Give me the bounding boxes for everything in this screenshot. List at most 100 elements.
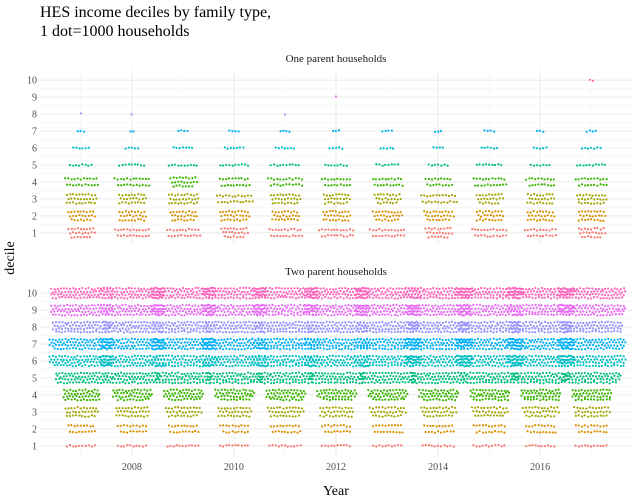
data-dot — [300, 407, 304, 410]
data-dot — [54, 290, 57, 293]
data-dot — [342, 364, 345, 367]
data-dot — [164, 307, 168, 310]
data-dot — [288, 193, 291, 196]
data-dot — [138, 372, 141, 375]
data-dot — [71, 231, 75, 234]
data-dot — [91, 210, 95, 213]
data-dot — [231, 358, 234, 361]
data-dot — [330, 228, 333, 232]
data-dot — [440, 177, 443, 180]
data-dot — [334, 394, 338, 398]
data-dot — [177, 381, 180, 385]
data-dot — [161, 307, 164, 311]
data-dot — [255, 381, 259, 384]
data-dot — [314, 341, 317, 344]
data-dot — [201, 310, 205, 313]
data-dot — [297, 399, 301, 402]
data-dot — [248, 297, 251, 300]
data-dot — [232, 360, 235, 364]
data-dot — [198, 327, 201, 330]
data-dot — [126, 330, 129, 333]
data-dot — [79, 399, 83, 402]
data-dot — [345, 296, 349, 299]
data-dot — [291, 415, 294, 418]
data-dot — [178, 324, 181, 327]
data-dot — [107, 347, 110, 350]
data-dot — [286, 324, 290, 327]
data-dot — [207, 348, 211, 351]
data-dot — [274, 411, 278, 414]
data-dot — [104, 297, 107, 300]
data-dot — [395, 388, 398, 391]
data-dot — [220, 345, 223, 348]
data-dot — [323, 213, 327, 217]
data-dot — [222, 430, 225, 433]
data-dot — [124, 321, 127, 324]
data-dot — [220, 310, 223, 313]
data-dot — [81, 147, 84, 150]
data-dot — [189, 312, 192, 316]
data-dot — [206, 341, 209, 345]
data-dot — [373, 183, 376, 186]
data-dot — [101, 331, 104, 334]
data-dot — [223, 146, 226, 149]
data-dot — [288, 424, 291, 427]
data-dot — [234, 348, 237, 351]
data-dot — [86, 360, 89, 363]
data-dot — [401, 214, 404, 217]
data-dot — [198, 381, 202, 384]
data-dot — [229, 311, 232, 314]
data-dot — [551, 227, 554, 231]
data-dot — [277, 430, 280, 433]
data-dot — [158, 290, 161, 294]
data-dot — [96, 389, 99, 392]
data-dot — [430, 178, 434, 181]
data-dot — [183, 164, 186, 167]
data-dot — [189, 218, 192, 221]
data-dot — [122, 430, 125, 434]
data-dot — [255, 372, 258, 376]
data-dot — [241, 361, 245, 364]
data-dot — [138, 228, 141, 232]
data-dot — [141, 357, 144, 360]
data-dot — [336, 184, 339, 187]
data-dot — [601, 194, 604, 197]
data-dot — [141, 324, 144, 327]
data-dot — [95, 378, 98, 381]
data-dot — [577, 184, 581, 187]
data-dot — [88, 296, 92, 299]
data-dot — [113, 307, 116, 311]
data-dot — [237, 358, 240, 361]
data-dot — [384, 407, 387, 410]
data-dot — [223, 235, 226, 238]
data-dot — [477, 214, 480, 217]
data-dot — [288, 377, 291, 381]
data-dot — [242, 321, 245, 324]
data-dot — [107, 308, 110, 311]
data-dot — [109, 381, 112, 384]
data-dot — [524, 178, 528, 181]
data-dot — [153, 293, 156, 297]
data-dot — [98, 393, 101, 396]
data-dot — [195, 360, 198, 364]
data-dot — [64, 407, 67, 410]
data-dot — [271, 287, 274, 291]
data-dot — [122, 347, 126, 350]
data-dot — [320, 291, 323, 294]
data-dot — [238, 338, 242, 341]
data-dot — [80, 184, 84, 187]
data-dot — [319, 389, 322, 392]
data-dot — [116, 365, 119, 368]
data-dot — [183, 307, 186, 311]
data-dot — [211, 375, 214, 378]
data-dot — [285, 183, 288, 186]
data-dot — [143, 381, 146, 384]
data-dot — [208, 310, 211, 313]
data-dot — [160, 344, 163, 347]
data-dot — [220, 303, 223, 307]
data-dot — [135, 296, 138, 299]
data-dot — [305, 308, 308, 311]
data-dot — [449, 214, 452, 218]
data-dot — [50, 304, 53, 307]
data-dot — [144, 358, 147, 362]
